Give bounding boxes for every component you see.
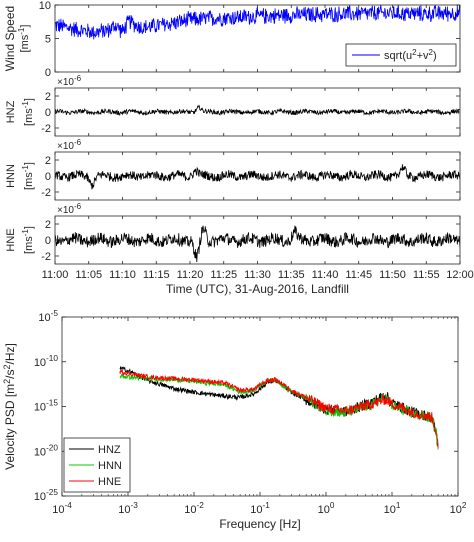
y-axis-label-name: HNZ bbox=[5, 100, 17, 123]
legend-box bbox=[345, 43, 457, 67]
series-HNN bbox=[55, 164, 460, 190]
y-exponent-label: ×10-6 bbox=[57, 202, 82, 216]
y-exponent-label: ×10-6 bbox=[57, 138, 82, 152]
x-tick-label: 11:55 bbox=[413, 269, 440, 281]
y-tick-label: 10 bbox=[39, 0, 51, 12]
x-tick-label: 11:05 bbox=[75, 269, 102, 281]
y-axis-label-name: Wind Speed bbox=[3, 6, 17, 71]
y-axis-label: Velocity PSD [m2/s2/Hz] bbox=[2, 343, 17, 470]
x-tick-label: 11:20 bbox=[177, 269, 204, 281]
legend: sqrt(u2+v2) bbox=[345, 43, 457, 67]
x-tick-label: 12:00 bbox=[446, 269, 474, 281]
panel-HNN: -2 0 2 ×10-6 HNN [ms-1] bbox=[5, 138, 461, 201]
y-axis-label: HNN [ms-1] bbox=[5, 162, 35, 190]
x-tick-label: 11:35 bbox=[278, 269, 305, 281]
x-tick-label: 11:30 bbox=[244, 269, 271, 281]
series-HNE bbox=[55, 225, 460, 263]
x-tick-label: 102 bbox=[450, 501, 467, 516]
y-axis-label-name: HNN bbox=[5, 164, 17, 188]
y-tick-label: 10-15 bbox=[34, 399, 59, 414]
y-tick-label: 0 bbox=[45, 171, 51, 183]
y-tick-label: 2 bbox=[45, 155, 51, 167]
y-tick-label: 10-5 bbox=[38, 309, 58, 324]
y-tick-label: 0 bbox=[45, 235, 51, 247]
legend: HNZ HNN HNE bbox=[63, 437, 131, 493]
y-axis-unit: [ms-1] bbox=[21, 98, 35, 126]
x-tick-label: 11:10 bbox=[109, 269, 136, 281]
panel-HNZ: -2 0 2 ×10-6 HNZ [ms-1] bbox=[5, 74, 461, 137]
y-axis-label: HNZ [ms-1] bbox=[5, 98, 35, 126]
panel-wind: 0 5 10 Wind Speed [ms-1] sqrt(u2+v2) bbox=[3, 0, 461, 79]
y-axis-unit: [ms-1] bbox=[21, 162, 35, 190]
y-tick-label: 10-10 bbox=[34, 354, 59, 369]
y-tick-label: 5 bbox=[45, 34, 51, 46]
x-tick-label: 11:50 bbox=[379, 269, 406, 281]
y-tick-label: 10-25 bbox=[34, 488, 59, 503]
x-tick-label: 11:15 bbox=[143, 269, 170, 281]
x-axis-label: Frequency [Hz] bbox=[219, 517, 300, 531]
y-axis-unit: [ms-1] bbox=[17, 25, 31, 53]
panel-psd: 10-4 10-3 10-2 10-1 100 101 102 10-25 10-20 10-15… bbox=[2, 309, 467, 531]
x-tick-label: 10-4 bbox=[52, 501, 72, 516]
y-tick-label: -2 bbox=[41, 187, 51, 199]
y-axis-label: Wind Speed [ms-1] bbox=[3, 6, 31, 71]
x-tick-label: 11:00 bbox=[42, 269, 69, 281]
x-tick-label: 10-2 bbox=[184, 501, 204, 516]
series-HNE bbox=[119, 369, 439, 448]
x-tick-label: 100 bbox=[318, 501, 335, 516]
y-axis-label: HNE [ms-1] bbox=[5, 226, 35, 254]
y-tick-label: 2 bbox=[45, 219, 51, 231]
x-tick-label: 11:25 bbox=[210, 269, 237, 281]
y-tick-label: 0 bbox=[45, 67, 51, 79]
y-axis-label-name: HNE bbox=[5, 228, 17, 251]
y-tick-label: -2 bbox=[41, 251, 51, 263]
y-tick-label: 0 bbox=[45, 107, 51, 119]
y-exponent-label: ×10-6 bbox=[57, 74, 82, 88]
series-HNZ bbox=[55, 104, 460, 117]
y-tick-label: 10-20 bbox=[34, 443, 59, 458]
x-tick-label: 10-3 bbox=[118, 501, 138, 516]
y-tick-label: -2 bbox=[41, 123, 51, 135]
y-axis-unit: [ms-1] bbox=[21, 226, 35, 254]
x-tick-label: 11:45 bbox=[345, 269, 372, 281]
x-axis-label: Time (UTC), 31-Aug-2016, Landfill bbox=[166, 282, 349, 296]
x-tick-label: 11:40 bbox=[312, 269, 339, 281]
series-sqrt(u2+v2) bbox=[55, 5, 460, 40]
y-tick-label: 2 bbox=[45, 91, 51, 103]
x-tick-label: 101 bbox=[384, 501, 401, 516]
panel-HNE: -2 0 2 11:00 11:05 11:10 11:15 11:20 11:25 11:30 1… bbox=[5, 202, 474, 296]
x-tick-label: 10-1 bbox=[250, 501, 270, 516]
legend-entry: HNE bbox=[98, 476, 121, 488]
legend-entry: HNN bbox=[98, 460, 122, 472]
legend-entry: sqrt(u2+v2) bbox=[384, 48, 437, 62]
legend-entry: HNZ bbox=[98, 444, 121, 456]
